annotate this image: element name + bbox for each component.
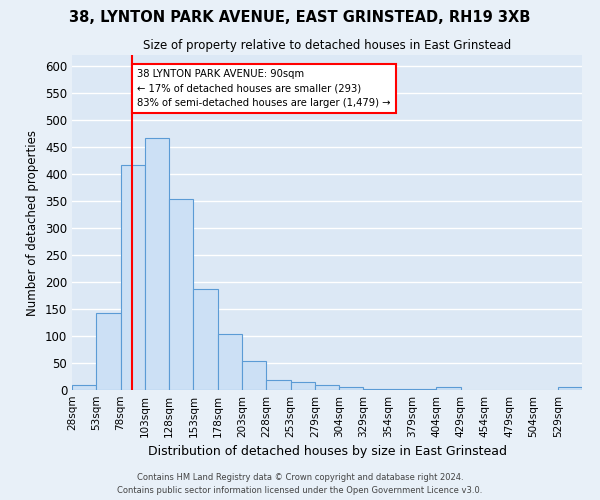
Bar [290,382,315,390]
Text: Contains HM Land Registry data © Crown copyright and database right 2024.
Contai: Contains HM Land Registry data © Crown c… [118,474,482,495]
Bar [72,384,96,390]
Bar [558,388,582,390]
Bar [96,312,121,390]
Bar [169,200,193,390]
Text: 38 LYNTON PARK AVENUE: 90sqm
← 17% of detached houses are smaller (293)
83% of s: 38 LYNTON PARK AVENUE: 90sqm ← 17% of de… [137,68,391,108]
Bar [436,388,461,390]
Bar [266,380,290,390]
Bar [145,138,169,390]
Bar [121,164,145,390]
Bar [242,362,266,390]
X-axis label: Distribution of detached houses by size in East Grinstead: Distribution of detached houses by size … [148,446,506,458]
Bar [388,389,412,390]
Text: 38, LYNTON PARK AVENUE, EAST GRINSTEAD, RH19 3XB: 38, LYNTON PARK AVENUE, EAST GRINSTEAD, … [70,10,530,25]
Bar [315,384,339,390]
Bar [339,387,364,390]
Y-axis label: Number of detached properties: Number of detached properties [26,130,40,316]
Bar [364,389,388,390]
Bar [193,289,218,390]
Title: Size of property relative to detached houses in East Grinstead: Size of property relative to detached ho… [143,40,511,52]
Bar [218,334,242,390]
